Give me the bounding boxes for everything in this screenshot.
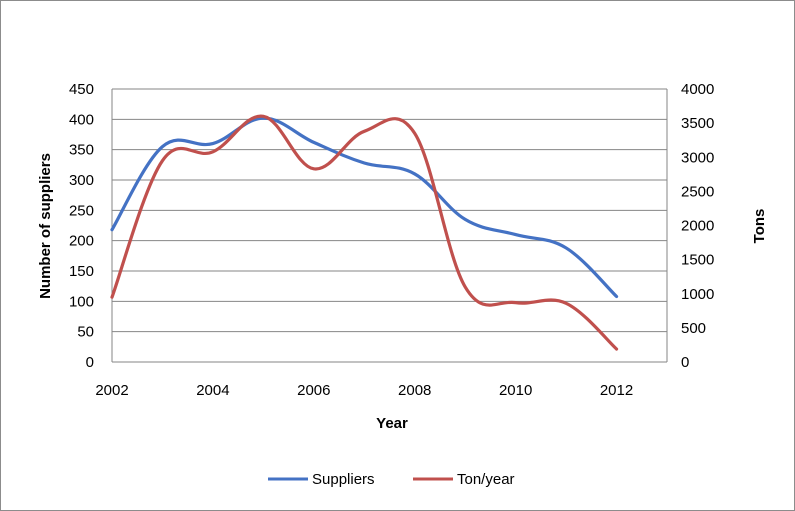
right-y-tick-label: 2500 [681, 183, 714, 200]
legend-label-suppliers: Suppliers [312, 471, 375, 488]
left-y-tick-label: 50 [77, 324, 94, 341]
right-y-tick-label: 1000 [681, 286, 714, 303]
x-axis-title: Year [376, 415, 408, 432]
right-y-tick-label: 4000 [681, 81, 714, 98]
left-y-axis-title: Number of suppliers [37, 153, 54, 299]
left-y-tick-label: 250 [69, 202, 94, 219]
x-tick-label: 2008 [398, 382, 431, 399]
series-line-suppliers [110, 116, 619, 299]
grid-lines [112, 88, 667, 333]
right-y-tick-label: 2000 [681, 218, 714, 235]
right-y-tick-label: 3500 [681, 115, 714, 132]
x-tick-label: 2004 [196, 382, 229, 399]
left-y-tick-label: 300 [69, 172, 94, 189]
right-y-tick-labels: 0 500 1000 1500 2000 2500 3000 3500 4000 [681, 81, 714, 371]
right-y-tick-label: 500 [681, 320, 706, 337]
left-y-tick-label: 100 [69, 293, 94, 310]
x-tick-label: 2002 [95, 382, 128, 399]
right-y-tick-label: 0 [681, 354, 689, 371]
left-y-tick-labels: 0 50 100 150 200 250 300 350 400 450 [69, 81, 94, 371]
legend-label-ton-year: Ton/year [457, 471, 515, 488]
right-y-tick-label: 3000 [681, 149, 714, 166]
left-y-tick-label: 450 [69, 81, 94, 98]
right-y-axis-title: Tons [751, 209, 768, 244]
series-line-ton-year [110, 114, 619, 351]
axes [111, 89, 668, 363]
x-tick-labels: 2002 2004 2006 2008 2010 2012 [95, 382, 633, 399]
x-tick-label: 2012 [600, 382, 633, 399]
x-tick-label: 2010 [499, 382, 532, 399]
legend: Suppliers Ton/year [268, 471, 515, 488]
left-y-tick-label: 0 [86, 354, 94, 371]
left-y-tick-label: 200 [69, 233, 94, 250]
left-y-tick-label: 400 [69, 111, 94, 128]
series-lines [110, 114, 619, 351]
x-tick-label: 2006 [297, 382, 330, 399]
left-y-tick-label: 150 [69, 263, 94, 280]
left-y-tick-label: 350 [69, 142, 94, 159]
right-y-tick-label: 1500 [681, 252, 714, 269]
